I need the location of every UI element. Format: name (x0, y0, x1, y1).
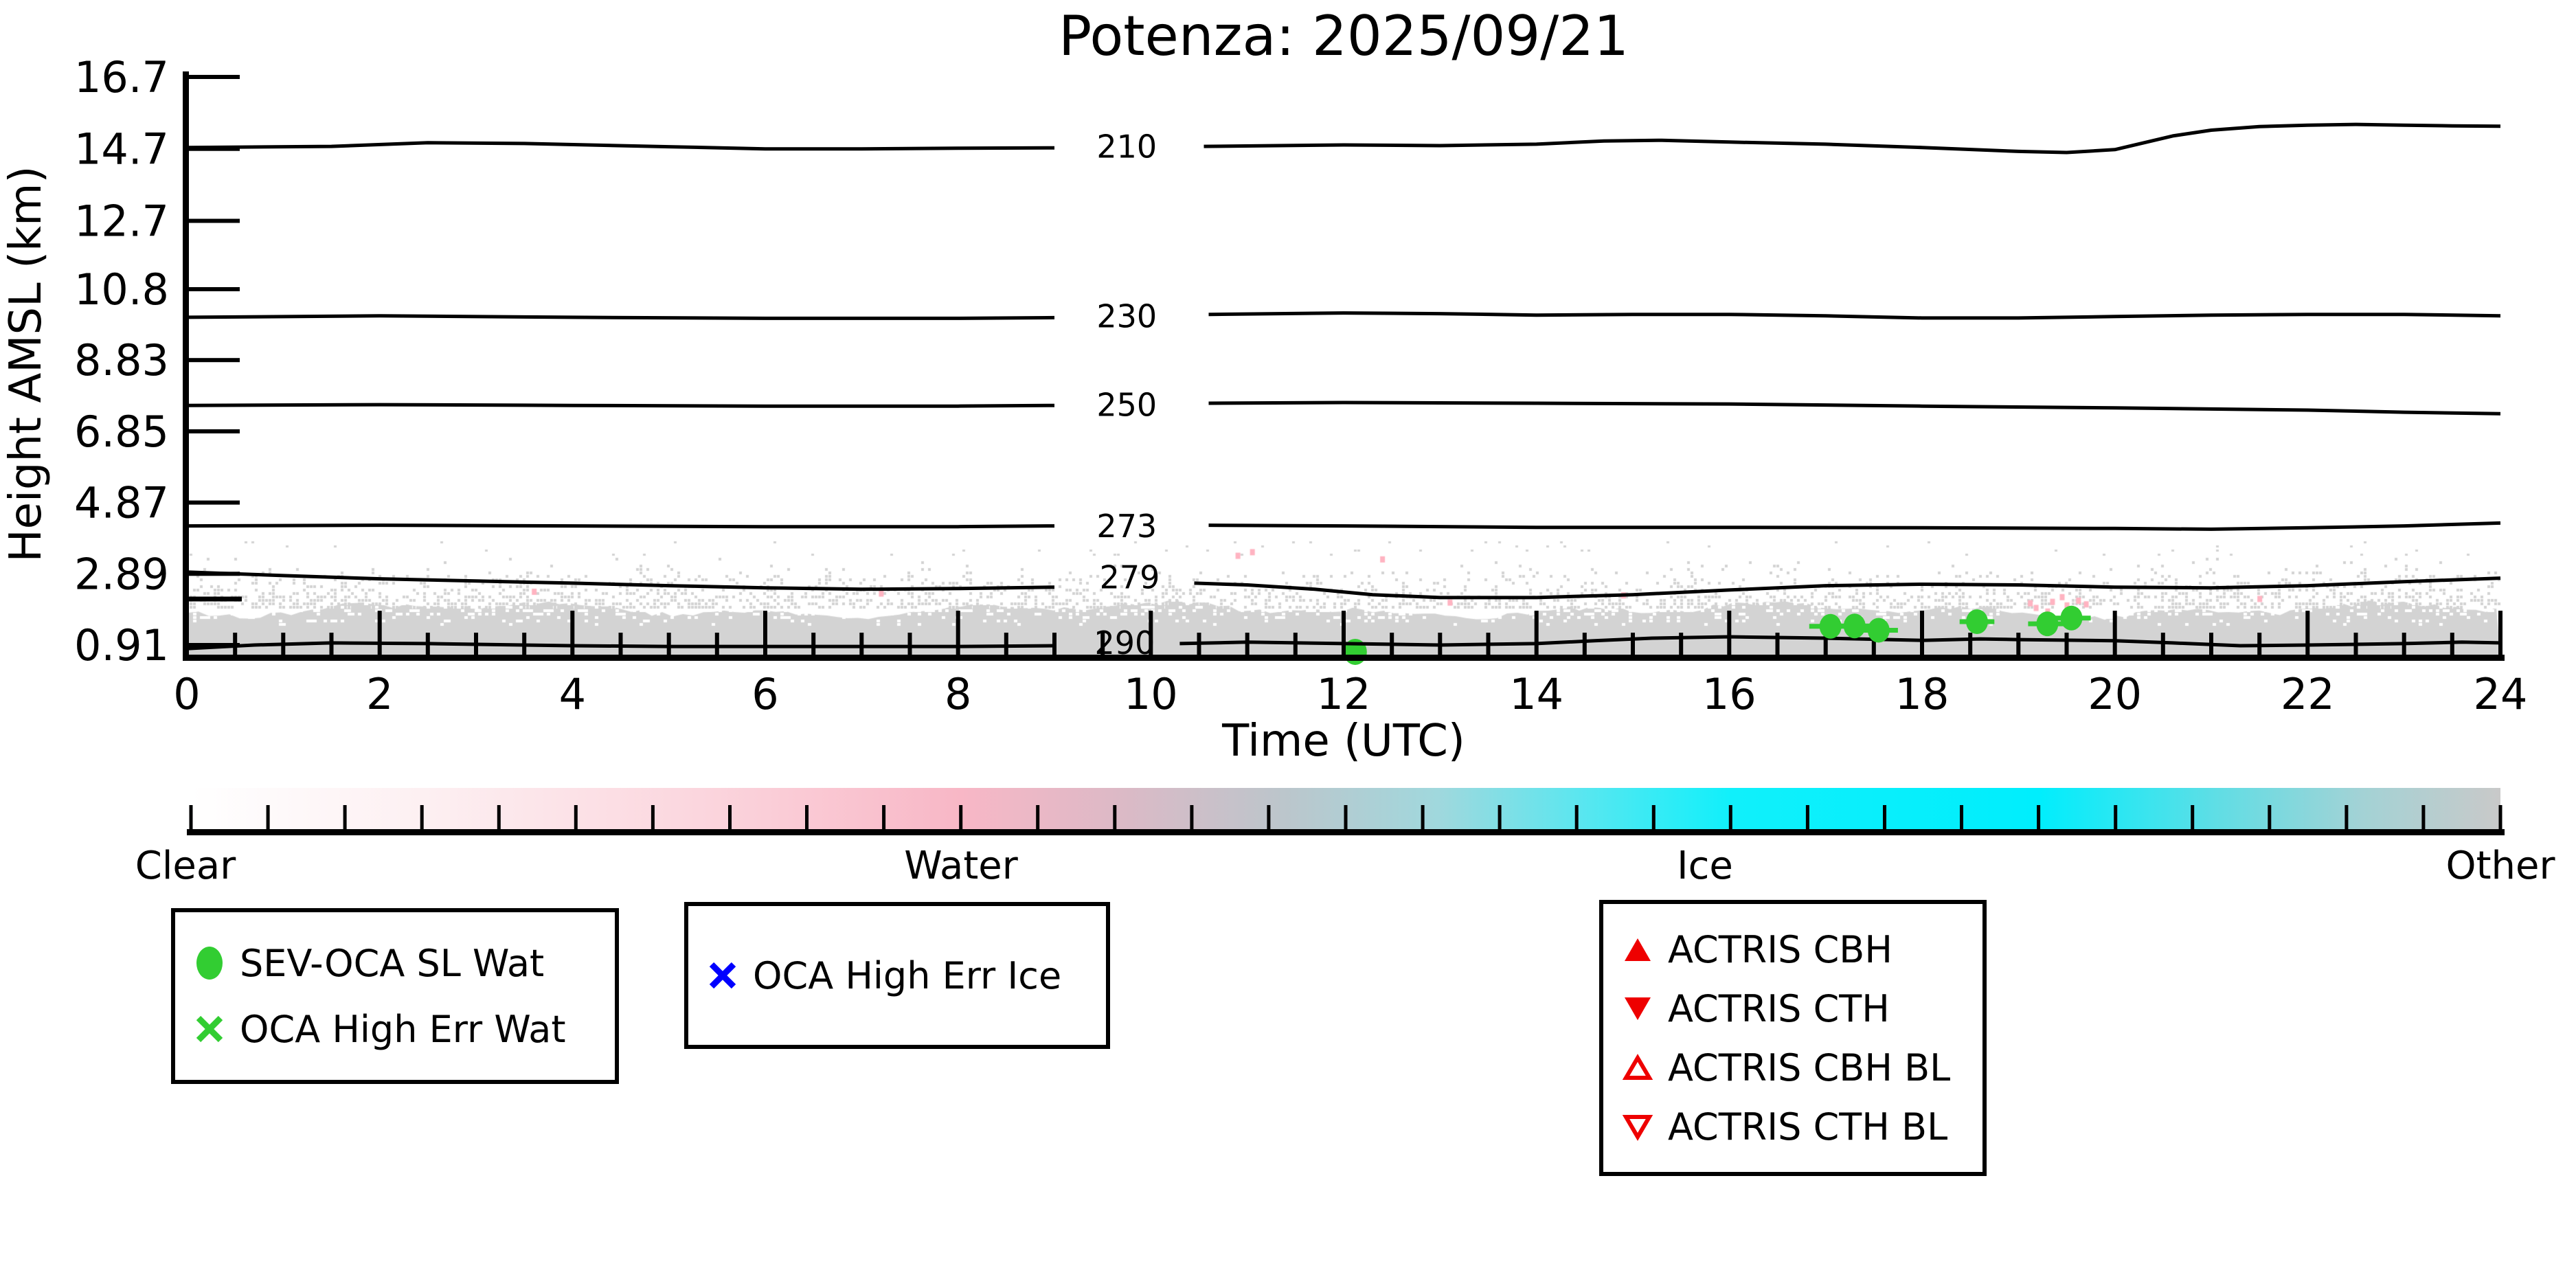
legend-item-oca-high-err-ice: OCA High Err Ice (688, 953, 1106, 998)
colorbar-label-ice: Ice (1677, 844, 1733, 888)
svg-text:210: 210 (1096, 128, 1157, 166)
legend-item-actris-cth-bl: ACTRIS CTH BL (1603, 1104, 1982, 1149)
y-axis-title: Height AMSL (km) (1, 166, 52, 563)
svg-text:0.91: 0.91 (74, 620, 169, 670)
svg-text:14: 14 (1509, 669, 1563, 719)
y-tick-labels: 16.7 14.7 12.7 10.8 8.83 6.85 4.87 2.89 0.91 (74, 52, 169, 670)
svg-text:4.87: 4.87 (74, 478, 169, 528)
x-cross-icon (706, 960, 739, 991)
colorbar-label-clear: Clear (135, 844, 236, 888)
triangle-up-filled-icon (1621, 934, 1654, 964)
legend-item-actris-cbh-bl: ACTRIS CBH BL (1603, 1045, 1982, 1090)
svg-text:22: 22 (2281, 669, 2335, 719)
colorbar-label-water: Water (904, 844, 1018, 888)
legend-label: OCA High Err Ice (753, 953, 1062, 997)
svg-text:2: 2 (366, 669, 393, 719)
legend-item-oca-high-err-wat: OCA High Err Wat (175, 1006, 615, 1052)
svg-text:230: 230 (1096, 297, 1157, 335)
svg-text:4: 4 (559, 669, 586, 719)
svg-text:8: 8 (945, 669, 971, 719)
svg-text:16.7: 16.7 (74, 52, 169, 102)
legend-actris: ACTRIS CBH ACTRIS CTH ACTRIS CBH BL ACTR… (1599, 900, 1987, 1176)
legend-item-actris-cth: ACTRIS CTH (1603, 986, 1982, 1031)
temperature-contours (186, 122, 2501, 651)
svg-text:6.85: 6.85 (74, 407, 169, 457)
svg-text:24: 24 (2474, 669, 2528, 719)
page-title: Potenza: 2025/09/21 (1058, 4, 1629, 68)
legend-label: ACTRIS CBH (1668, 927, 1893, 971)
x-axis-title: Time (UTC) (1222, 716, 1465, 767)
legend-label: ACTRIS CTH BL (1668, 1105, 1948, 1149)
legend-oca-water: SEV-OCA SL Wat OCA High Err Wat (171, 908, 619, 1084)
svg-text:250: 250 (1096, 387, 1157, 424)
svg-text:2.89: 2.89 (74, 549, 169, 599)
legend-item-sev-oca-sl-wat: SEV-OCA SL Wat (175, 940, 615, 986)
svg-text:10.8: 10.8 (74, 264, 169, 315)
x-cross-icon (193, 1014, 226, 1044)
svg-text:279: 279 (1100, 559, 1160, 596)
svg-text:20: 20 (2088, 669, 2142, 719)
x-tick-labels: 0 2 4 6 8 10 12 14 16 18 20 22 24 (173, 669, 2527, 719)
sev-oca-sl-wat-points (1809, 605, 2091, 643)
triangle-down-filled-icon (1621, 993, 1654, 1024)
svg-text:6: 6 (752, 669, 778, 719)
svg-text:16: 16 (1702, 669, 1756, 719)
legend-oca-ice: OCA High Err Ice (684, 902, 1110, 1049)
svg-text:14.7: 14.7 (74, 124, 169, 174)
svg-text:12: 12 (1317, 669, 1371, 719)
legend-label: SEV-OCA SL Wat (240, 941, 545, 985)
colorbar-label-other: Other (2445, 844, 2555, 888)
contour-labels: 210 230 250 273 279 290 (1094, 128, 1160, 662)
colorbar-axis (187, 805, 2505, 835)
svg-text:12.7: 12.7 (74, 196, 169, 247)
legend-label: OCA High Err Wat (240, 1007, 566, 1051)
triangle-down-open-icon (1621, 1111, 1654, 1142)
svg-text:18: 18 (1895, 669, 1950, 719)
svg-text:273: 273 (1096, 508, 1157, 545)
legend-item-actris-cbh: ACTRIS CBH (1603, 927, 1982, 972)
filled-circle-icon (193, 946, 226, 980)
svg-text:0: 0 (173, 669, 200, 719)
plot-frame (183, 71, 2505, 661)
legend-label: ACTRIS CBH BL (1668, 1046, 1951, 1089)
legend-label: ACTRIS CTH (1668, 986, 1890, 1030)
svg-text:8.83: 8.83 (74, 335, 169, 385)
svg-text:10: 10 (1124, 669, 1178, 719)
svg-text:290: 290 (1094, 624, 1155, 662)
triangle-up-open-icon (1621, 1052, 1654, 1083)
